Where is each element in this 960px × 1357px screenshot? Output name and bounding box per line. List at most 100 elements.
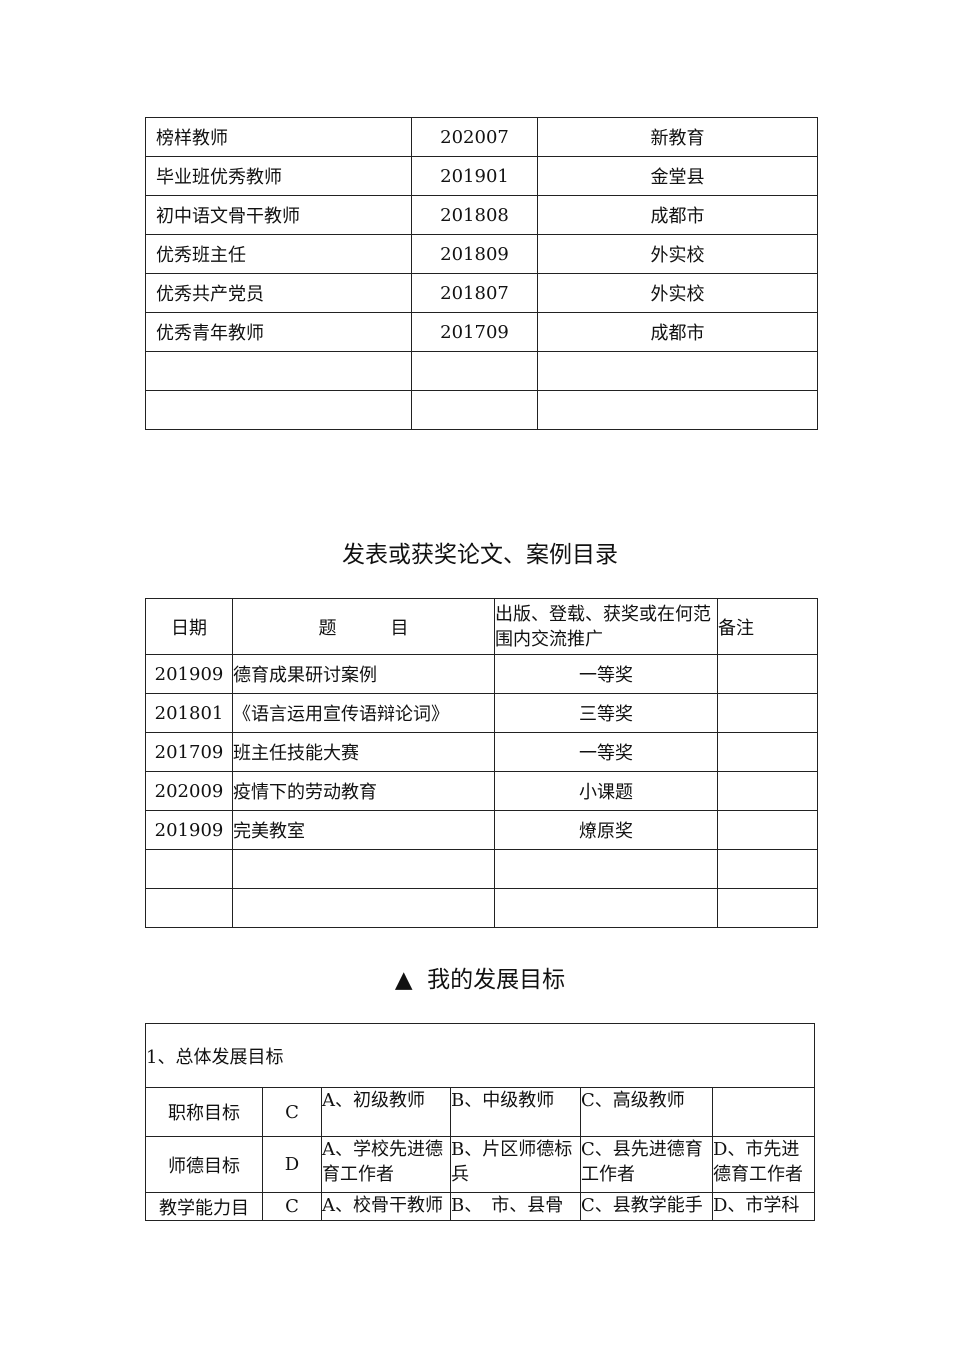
table-row: 教学能力目 C A、校骨干教师 B、 市、县骨 C、县教学能手 D、市学科 — [145, 1192, 816, 1221]
table-row: 毕业班优秀教师 201901 金堂县 — [145, 156, 818, 196]
table-row — [145, 351, 818, 391]
option-d-cell: D、市学科 — [711, 1192, 816, 1221]
goal-choice-cell: C — [262, 1192, 322, 1221]
honor-issuer-cell: 外实校 — [537, 273, 818, 313]
honor-issuer-cell: 成都市 — [537, 312, 818, 352]
paper-award-cell: 一等奖 — [494, 732, 718, 772]
honor-issuer-cell — [537, 351, 818, 391]
honor-date-cell: 201709 — [411, 312, 538, 352]
paper-title-cell: 疫情下的劳动教育 — [232, 771, 495, 811]
goals-section-title-wrap: ▲ 我的发展目标 — [0, 960, 960, 994]
option-c-cell: C、高级教师 — [580, 1087, 713, 1137]
paper-award-cell — [494, 849, 718, 889]
honor-date-cell — [411, 390, 538, 430]
table-row: 201909 德育成果研讨案例 一等奖 — [145, 654, 818, 694]
honor-issuer-cell: 新教育 — [537, 117, 818, 157]
honor-date-cell: 201808 — [411, 195, 538, 235]
paper-title-cell: 德育成果研讨案例 — [232, 654, 495, 694]
paper-remarks-cell — [717, 654, 818, 694]
paper-date-cell — [145, 888, 233, 928]
table-row — [145, 390, 818, 430]
honor-name-cell: 榜样教师 — [145, 117, 412, 157]
option-d-cell: D、市先进德育工作者 — [711, 1136, 816, 1193]
table-row: 榜样教师 202007 新教育 — [145, 117, 818, 157]
honor-date-cell: 201807 — [411, 273, 538, 313]
paper-date-cell — [145, 849, 233, 889]
honor-name-cell — [145, 390, 412, 430]
honors-table: 榜样教师 202007 新教育 毕业班优秀教师 201901 金堂县 初中语文骨干教师 201… — [145, 117, 818, 430]
honor-date-cell: 202007 — [411, 117, 538, 157]
honor-name-cell: 优秀青年教师 — [145, 312, 412, 352]
paper-date-cell: 202009 — [145, 771, 233, 811]
paper-date-cell: 201909 — [145, 810, 233, 850]
honor-date-cell: 201809 — [411, 234, 538, 274]
honor-name-cell: 毕业班优秀教师 — [145, 156, 412, 196]
honor-issuer-cell: 外实校 — [537, 234, 818, 274]
paper-title-cell — [232, 888, 495, 928]
table-row: 201801 《语言运用宣传语辩论词》 三等奖 — [145, 693, 818, 733]
option-b-cell: B、中级教师 — [450, 1087, 581, 1137]
paper-remarks-cell — [717, 888, 818, 928]
honor-name-cell: 优秀共产党员 — [145, 273, 412, 313]
table-row: 201709 班主任技能大赛 一等奖 — [145, 732, 818, 772]
table-row: 初中语文骨干教师 201808 成都市 — [145, 195, 818, 235]
option-c-cell: C、县先进德育工作者 — [580, 1136, 713, 1193]
papers-section-title: 发表或获奖论文、案例目录 — [342, 542, 618, 568]
option-a-cell: A、初级教师 — [321, 1087, 451, 1137]
paper-date-cell: 201801 — [145, 693, 233, 733]
triangle-up-icon: ▲ — [394, 967, 413, 993]
table-row — [145, 849, 818, 889]
honor-name-cell: 优秀班主任 — [145, 234, 412, 274]
paper-remarks-cell — [717, 849, 818, 889]
option-a-cell: A、学校先进德育工作者 — [321, 1136, 451, 1193]
paper-date-cell: 201709 — [145, 732, 233, 772]
paper-remarks-cell — [717, 693, 818, 733]
table-row — [145, 888, 818, 928]
goal-type-cell: 师德目标 — [145, 1136, 263, 1193]
overall-goal-label: 1、总体发展目标 — [144, 1023, 816, 1088]
goal-type-cell: 职称目标 — [145, 1087, 263, 1137]
paper-award-cell — [494, 888, 718, 928]
table-row: 师德目标 D A、学校先进德育工作者 B、片区师德标兵 C、县先进德育工作者 D、市先进德… — [145, 1136, 816, 1193]
table-row: 202009 疫情下的劳动教育 小课题 — [145, 771, 818, 811]
overall-goal-row: 1、总体发展目标 — [144, 1023, 816, 1088]
paper-remarks-cell — [717, 732, 818, 772]
honor-date-cell: 201901 — [411, 156, 538, 196]
goal-type-cell: 教学能力目 — [145, 1192, 263, 1221]
table-row: 职称目标 C A、初级教师 B、中级教师 C、高级教师 — [145, 1087, 816, 1137]
honor-name-cell — [145, 351, 412, 391]
table-row: 优秀班主任 201809 外实校 — [145, 234, 818, 274]
goals-section-title: 我的发展目标 — [427, 967, 566, 993]
option-c-cell: C、县教学能手 — [580, 1192, 713, 1221]
paper-title-cell: 完美教室 — [232, 810, 495, 850]
header-remarks: 备注 — [717, 598, 818, 655]
paper-award-cell: 一等奖 — [494, 654, 718, 694]
honor-date-cell — [411, 351, 538, 391]
paper-title-cell — [232, 849, 495, 889]
header-scope: 出版、登载、获奖或在何范围内交流推广 — [494, 598, 718, 655]
table-row: 201909 完美教室 燎原奖 — [145, 810, 818, 850]
papers-table: 日期 题 目 出版、登载、获奖或在何范围内交流推广 备注 201909 德育成果研… — [145, 598, 818, 928]
option-b-cell: B、 市、县骨 — [450, 1192, 581, 1221]
option-b-cell: B、片区师德标兵 — [450, 1136, 581, 1193]
honor-name-cell: 初中语文骨干教师 — [145, 195, 412, 235]
paper-date-cell: 201909 — [145, 654, 233, 694]
paper-award-cell: 三等奖 — [494, 693, 718, 733]
paper-remarks-cell — [717, 810, 818, 850]
table-header-row: 日期 题 目 出版、登载、获奖或在何范围内交流推广 备注 — [145, 598, 818, 655]
paper-title-cell: 班主任技能大赛 — [232, 732, 495, 772]
paper-remarks-cell — [717, 771, 818, 811]
honor-issuer-cell: 成都市 — [537, 195, 818, 235]
header-title: 题 目 — [232, 598, 495, 655]
goals-table: 1、总体发展目标 职称目标 C A、初级教师 B、中级教师 C、高级教师 师德目标 D A、学… — [144, 1023, 816, 1221]
goal-choice-cell: D — [262, 1136, 322, 1193]
paper-award-cell: 小课题 — [494, 771, 718, 811]
header-date: 日期 — [145, 598, 233, 655]
table-row: 优秀青年教师 201709 成都市 — [145, 312, 818, 352]
honor-issuer-cell — [537, 390, 818, 430]
table-row: 优秀共产党员 201807 外实校 — [145, 273, 818, 313]
goal-choice-cell: C — [262, 1087, 322, 1137]
option-a-cell: A、校骨干教师 — [321, 1192, 451, 1221]
honor-issuer-cell: 金堂县 — [537, 156, 818, 196]
option-d-cell — [711, 1087, 816, 1137]
